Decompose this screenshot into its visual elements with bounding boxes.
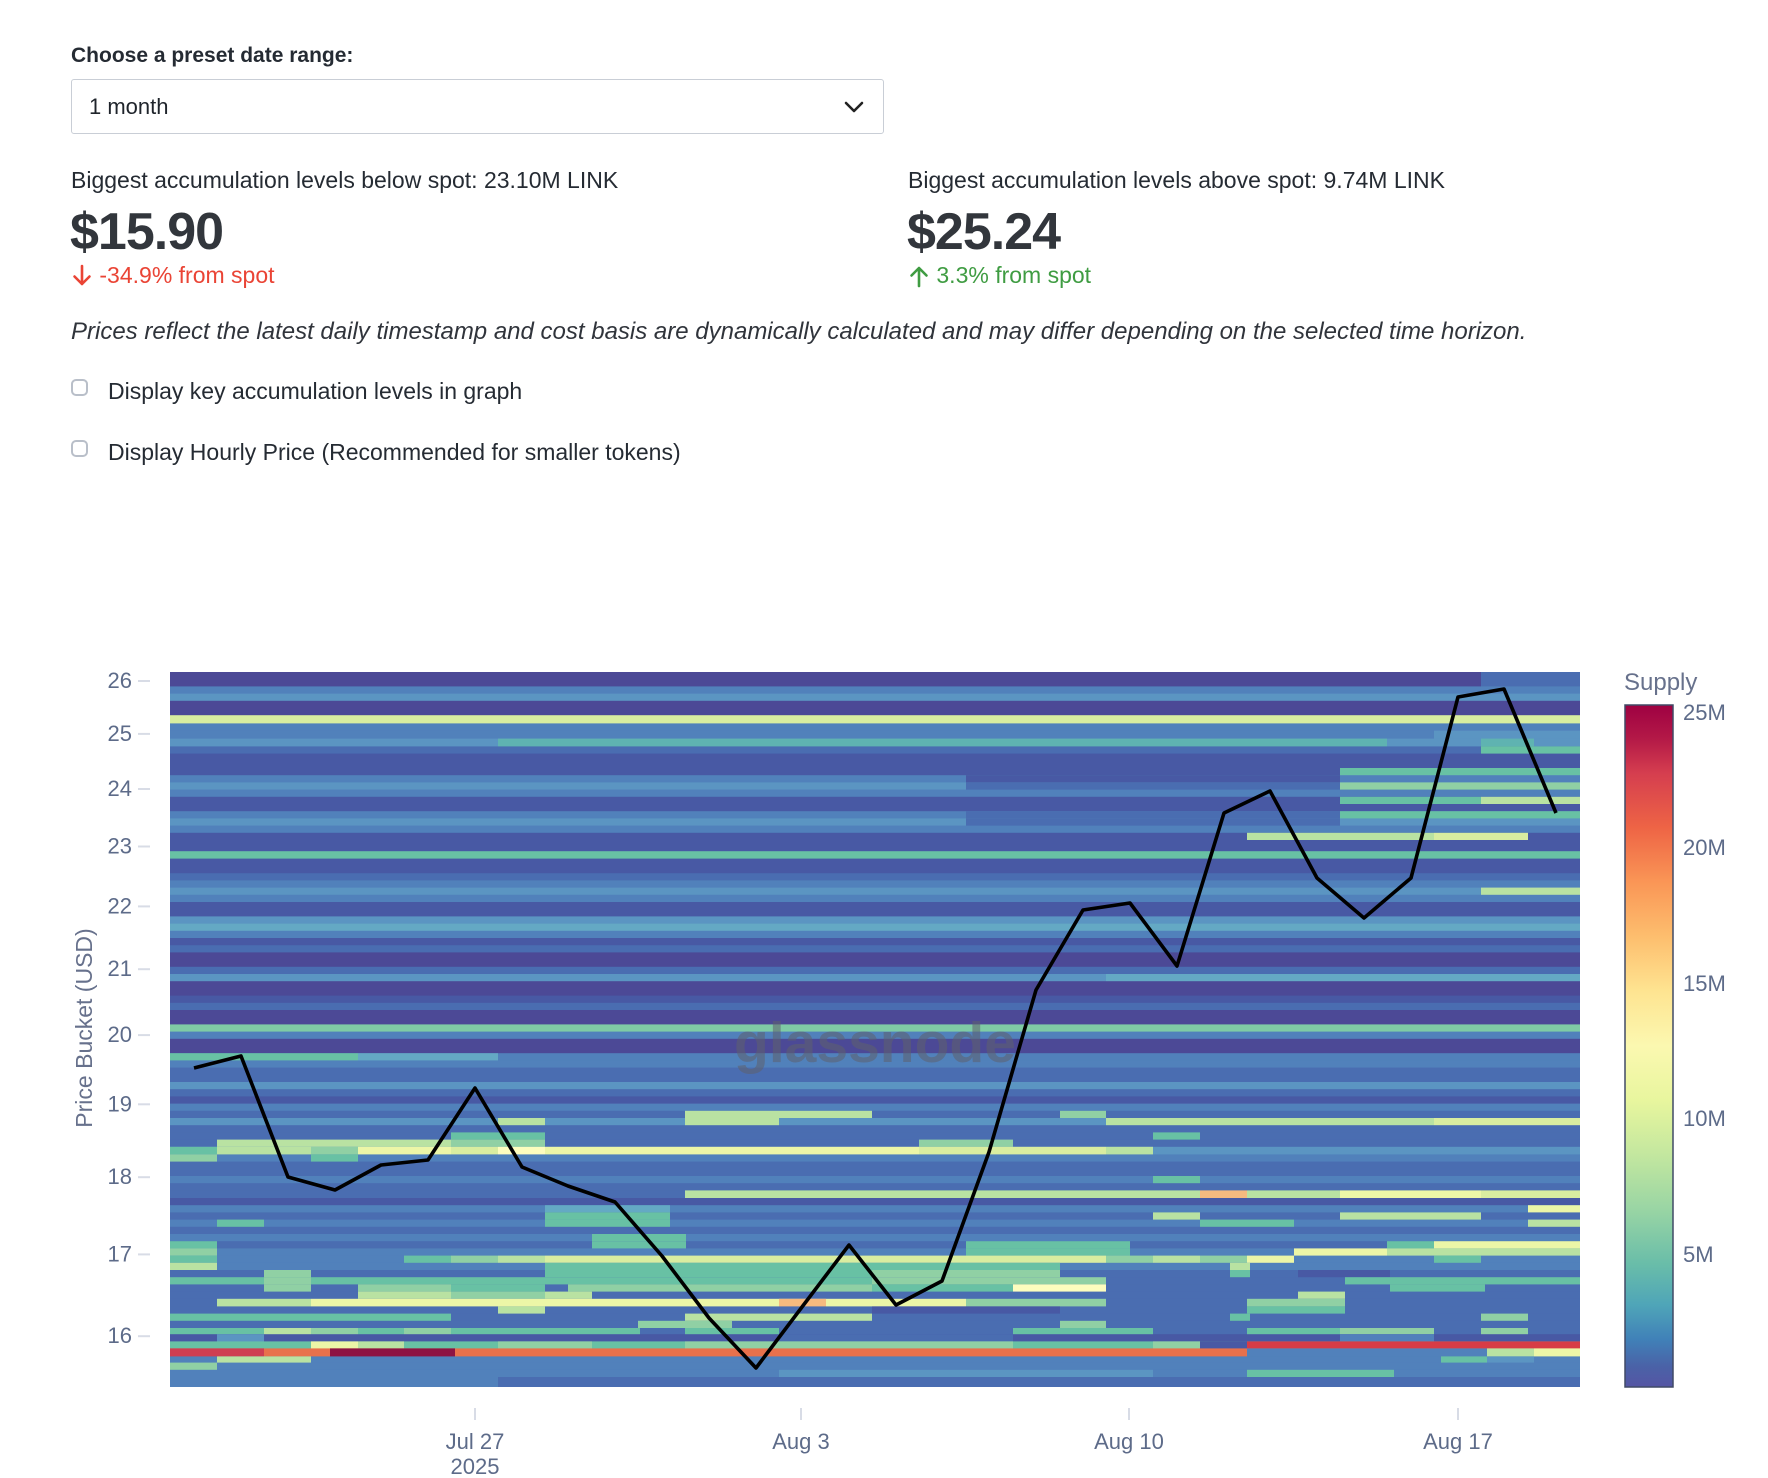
svg-text:Aug 10: Aug 10 <box>1094 1429 1164 1454</box>
svg-text:20: 20 <box>108 1022 132 1047</box>
svg-text:23: 23 <box>108 834 132 859</box>
svg-text:26: 26 <box>108 668 132 693</box>
svg-text:15M: 15M <box>1683 971 1726 996</box>
svg-text:21: 21 <box>108 956 132 981</box>
svg-text:Jul 27: Jul 27 <box>446 1429 505 1454</box>
svg-text:20M: 20M <box>1683 835 1726 860</box>
svg-text:Aug 3: Aug 3 <box>772 1429 830 1454</box>
svg-text:2025: 2025 <box>451 1454 500 1478</box>
svg-text:24: 24 <box>108 776 132 801</box>
svg-text:Supply: Supply <box>1624 669 1697 696</box>
svg-text:17: 17 <box>108 1241 132 1266</box>
svg-text:Aug 17: Aug 17 <box>1423 1429 1493 1454</box>
svg-text:25: 25 <box>108 721 132 746</box>
svg-text:Price Bucket (USD): Price Bucket (USD) <box>71 928 97 1127</box>
svg-text:glassnode: glassnode <box>734 1011 1016 1075</box>
svg-text:10M: 10M <box>1683 1106 1726 1131</box>
svg-text:5M: 5M <box>1683 1242 1714 1267</box>
svg-text:22: 22 <box>108 893 132 918</box>
svg-text:18: 18 <box>108 1164 132 1189</box>
svg-text:19: 19 <box>108 1091 132 1116</box>
svg-text:25M: 25M <box>1683 700 1726 725</box>
svg-text:16: 16 <box>108 1323 132 1348</box>
